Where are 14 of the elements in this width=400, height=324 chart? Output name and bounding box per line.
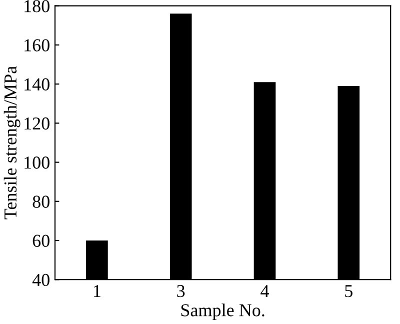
y-tick-label: 120 (24, 117, 50, 130)
y-tick-label: 160 (24, 39, 50, 52)
x-axis-title: Sample No. (181, 304, 264, 320)
y-tick-label: 140 (24, 78, 50, 90)
x-tick-label: 3 (177, 285, 185, 298)
x-tick-label: 4 (260, 285, 269, 297)
y-tick-label: 60 (32, 234, 50, 247)
x-tick-label: 1 (94, 285, 100, 297)
y-tick-label: 40 (32, 274, 50, 286)
y-tick-label: 100 (24, 156, 50, 169)
y-axis-title: Tensile strength/MPa (4, 66, 20, 220)
x-tick-label: 5 (345, 285, 352, 298)
y-tick-label: 180 (24, 0, 50, 12)
y-tick-label: 80 (32, 196, 50, 208)
